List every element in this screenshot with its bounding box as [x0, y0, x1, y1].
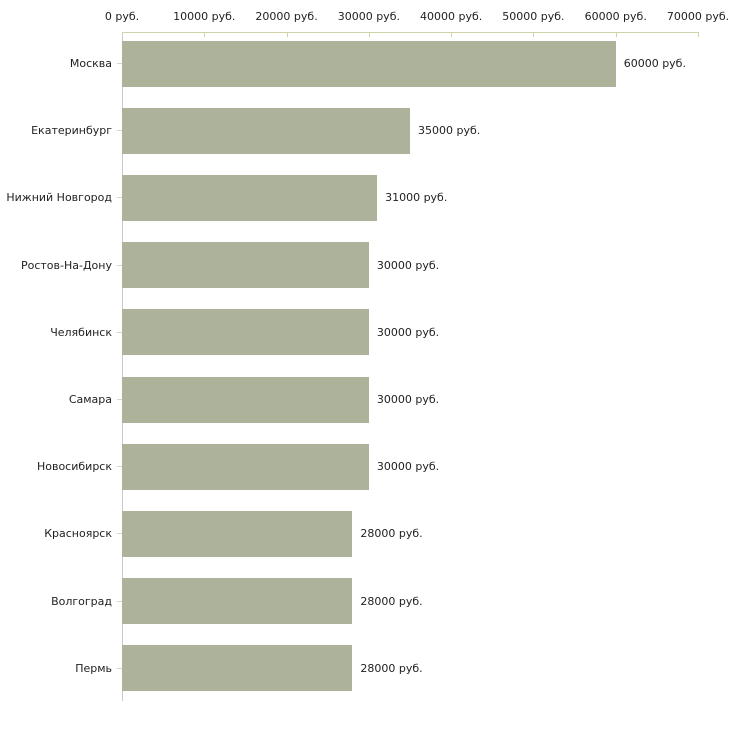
x-axis-tick-label: 40000 руб.: [420, 10, 483, 23]
x-axis-tick: [533, 32, 535, 37]
x-axis-tick: [286, 32, 288, 37]
bar: [122, 107, 410, 154]
category-tick: [117, 399, 122, 401]
bar: [122, 40, 616, 87]
x-axis-tick-label: 0 руб.: [104, 10, 140, 23]
bar: [122, 443, 369, 490]
x-axis-tick: [451, 32, 453, 37]
bar-row: Ростов-На-Дону 30000 руб.: [0, 232, 730, 299]
bar-rows: Москва 60000 руб. Екатеринбург 35000 руб…: [0, 30, 730, 702]
x-axis-tick: [698, 32, 699, 37]
category-label: Самара: [68, 393, 112, 407]
bar: [122, 174, 378, 221]
bar-row: Волгоград 28000 руб.: [0, 568, 730, 635]
bar: [122, 242, 369, 289]
value-label: 28000 руб.: [360, 661, 423, 675]
bar-row: Самара 30000 руб.: [0, 366, 730, 433]
bar-row: Новосибирск 30000 руб.: [0, 433, 730, 500]
category-tick: [117, 600, 122, 602]
x-axis-tick: [122, 32, 123, 37]
x-axis-tick: [368, 32, 370, 37]
bar-row: Красноярск 28000 руб.: [0, 500, 730, 567]
x-axis-tick-label: 20000 руб.: [255, 10, 318, 23]
value-label: 60000 руб.: [623, 57, 686, 71]
bar: [122, 578, 353, 625]
value-label: 28000 руб.: [360, 527, 423, 541]
category-label: Красноярск: [44, 527, 112, 541]
bar-row: Екатеринбург 35000 руб.: [0, 97, 730, 164]
bar: [122, 510, 353, 557]
value-label: 30000 руб.: [376, 325, 440, 339]
category-tick: [117, 466, 122, 468]
x-axis-tick-label: 60000 руб.: [584, 10, 647, 23]
category-tick: [117, 331, 122, 333]
bar-row: Москва 60000 руб.: [0, 30, 730, 97]
bar-row: Челябинск 30000 руб.: [0, 299, 730, 366]
category-label: Новосибирск: [36, 460, 112, 474]
y-axis-line: [122, 32, 123, 701]
category-tick: [117, 533, 122, 535]
bar: [122, 376, 369, 423]
bar: [122, 645, 353, 692]
x-axis-tick-label: 30000 руб.: [337, 10, 400, 23]
value-label: 35000 руб.: [418, 124, 481, 138]
category-label: Екатеринбург: [31, 124, 112, 138]
category-label: Нижний Новгород: [6, 191, 112, 205]
category-label: Ростов-На-Дону: [20, 258, 112, 272]
category-label: Москва: [69, 57, 112, 71]
category-label: Челябинск: [50, 325, 112, 339]
category-tick: [117, 197, 122, 199]
value-label: 30000 руб.: [376, 258, 440, 272]
category-tick: [117, 667, 122, 669]
bar: [122, 309, 369, 356]
category-label: Пермь: [75, 661, 112, 675]
x-axis-tick: [204, 32, 206, 37]
x-axis-tick: [615, 32, 617, 37]
x-axis-tick-label: 70000 руб.: [666, 10, 730, 23]
value-label: 28000 руб.: [360, 594, 423, 608]
value-label: 30000 руб.: [376, 393, 440, 407]
bar-row: Пермь 28000 руб.: [0, 635, 730, 702]
category-label: Волгоград: [51, 594, 112, 608]
category-tick: [117, 264, 122, 266]
x-axis-tick-label: 10000 руб.: [173, 10, 236, 23]
category-tick: [117, 63, 122, 65]
bar-row: Нижний Новгород 31000 руб.: [0, 164, 730, 231]
x-axis-tick-label: 50000 руб.: [502, 10, 565, 23]
value-label: 31000 руб.: [385, 191, 448, 205]
x-axis-line: [122, 32, 699, 33]
category-tick: [117, 130, 122, 132]
value-label: 30000 руб.: [376, 460, 440, 474]
